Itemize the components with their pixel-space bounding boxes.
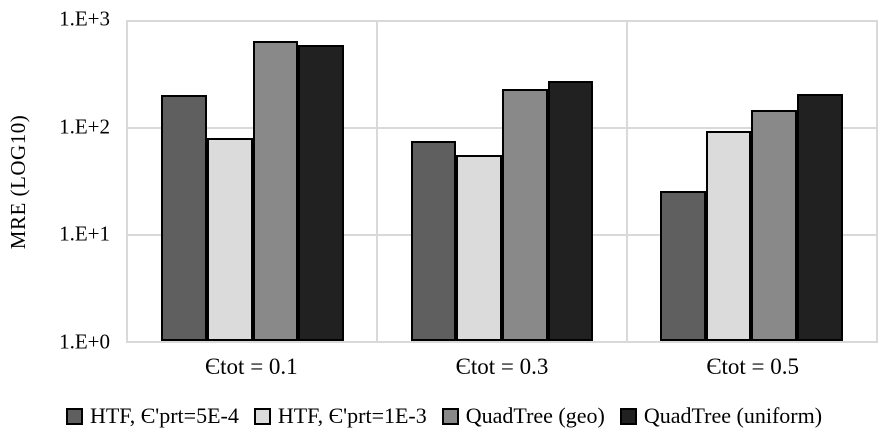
bar — [501, 88, 548, 341]
bar-group — [627, 22, 876, 341]
vertical-gridline — [376, 22, 379, 341]
bar — [705, 130, 752, 341]
legend-item: HTF, Є'prt=1E-3 — [253, 403, 427, 429]
legend-label: QuadTree (geo) — [465, 403, 605, 428]
legend-label: HTF, Є'prt=5E-4 — [89, 403, 239, 428]
y-axis-title: MRE (LOG10) — [6, 114, 30, 250]
bar — [751, 109, 797, 341]
bar-group — [128, 22, 377, 341]
legend-swatch — [441, 407, 459, 425]
legend-item: QuadTree (uniform) — [619, 403, 823, 429]
y-tick-label: 1.E+2 — [59, 114, 110, 139]
bar — [547, 80, 594, 341]
y-tick-label: 1.E+0 — [59, 329, 110, 354]
bar — [660, 190, 706, 341]
legend-swatch — [619, 407, 637, 425]
vertical-gridline — [625, 22, 628, 341]
x-category-label: Єtot = 0.3 — [455, 354, 549, 379]
legend: HTF, Є'prt=5E-4 HTF, Є'prt=1E-3 QuadTree (… — [0, 398, 888, 434]
x-category-label: Єtot = 0.1 — [204, 354, 298, 379]
bar — [410, 141, 457, 341]
bar — [796, 94, 843, 341]
legend-swatch — [253, 407, 271, 425]
bar — [252, 40, 299, 341]
bar — [161, 95, 208, 341]
legend-label: HTF, Є'prt=1E-3 — [277, 403, 427, 428]
legend-label: QuadTree (uniform) — [643, 403, 823, 428]
bar — [456, 155, 502, 341]
y-tick-label: 1.E+1 — [59, 221, 110, 246]
bar-group — [377, 22, 626, 341]
x-category-label: Єtot = 0.5 — [706, 354, 799, 379]
y-tick-label: 1.E+3 — [59, 6, 110, 31]
legend-swatch — [65, 407, 83, 425]
plot-area — [126, 20, 878, 343]
bar — [298, 44, 344, 341]
bar — [207, 137, 253, 341]
legend-item: HTF, Є'prt=5E-4 — [65, 403, 239, 429]
legend-item: QuadTree (geo) — [441, 403, 605, 429]
